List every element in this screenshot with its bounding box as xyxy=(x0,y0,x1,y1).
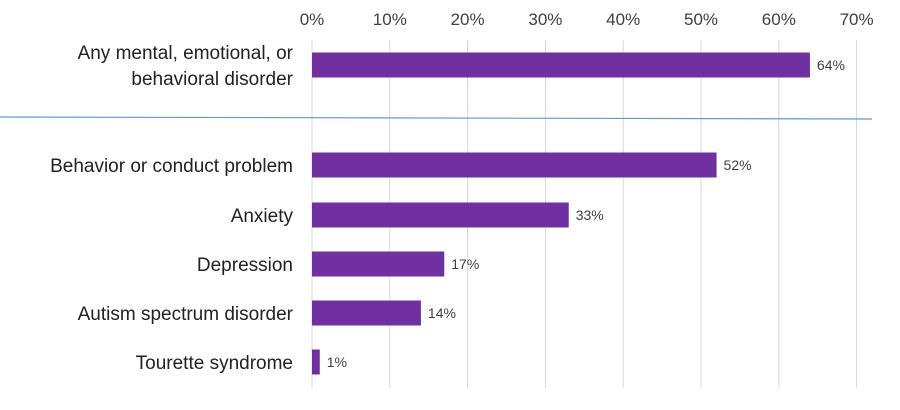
data-label: 52% xyxy=(724,157,752,173)
x-tick-label: 20% xyxy=(451,10,485,29)
bar xyxy=(312,52,810,78)
bar xyxy=(312,152,717,178)
bars xyxy=(312,52,810,375)
data-label: 33% xyxy=(576,207,604,223)
category-label: Behavior or conduct problem xyxy=(50,156,293,177)
data-label: 64% xyxy=(817,57,845,73)
x-tick-label: 10% xyxy=(373,10,407,29)
bar xyxy=(312,349,320,375)
x-tick-label: 50% xyxy=(684,10,718,29)
x-axis-ticks: 0% 10% 20% 30% 40% 50% 60% 70% xyxy=(300,10,874,29)
x-tick-label: 0% xyxy=(300,10,325,29)
x-tick-label: 70% xyxy=(840,10,874,29)
data-label: 17% xyxy=(451,256,479,272)
bar xyxy=(312,251,445,277)
group-separator-line xyxy=(0,116,873,120)
x-tick-label: 30% xyxy=(528,10,562,29)
x-tick-label: 40% xyxy=(606,10,640,29)
category-label: Tourette syndrome xyxy=(136,353,293,374)
bar xyxy=(312,202,569,228)
data-label: 14% xyxy=(428,305,456,321)
category-labels: Any mental, emotional, or behavioral diso… xyxy=(50,43,294,374)
category-label: Anxiety xyxy=(231,206,294,227)
category-label: Depression xyxy=(197,255,293,276)
category-label: behavioral disorder xyxy=(131,69,293,90)
data-label: 1% xyxy=(327,354,347,370)
data-labels: 64% 52% 33% 17% 14% 1% xyxy=(327,57,845,370)
bar xyxy=(312,300,421,326)
category-label: Any mental, emotional, or xyxy=(78,43,294,64)
x-tick-label: 60% xyxy=(762,10,796,29)
category-label: Autism spectrum disorder xyxy=(78,304,294,325)
